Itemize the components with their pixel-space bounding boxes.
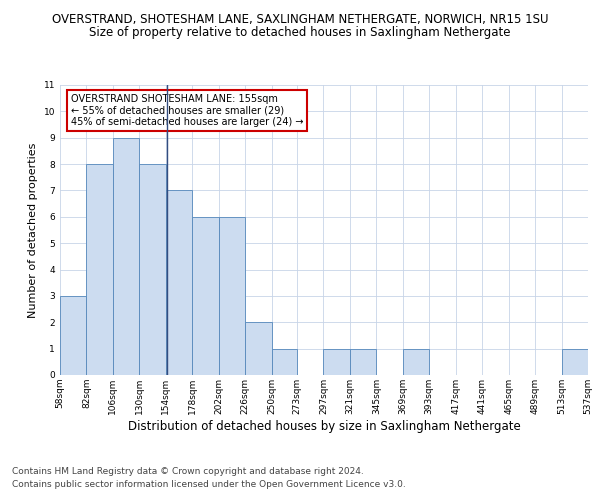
Bar xyxy=(350,348,376,375)
Text: OVERSTRAND SHOTESHAM LANE: 155sqm
← 55% of detached houses are smaller (29)
45% : OVERSTRAND SHOTESHAM LANE: 155sqm ← 55% … xyxy=(71,94,303,127)
Bar xyxy=(86,164,113,375)
Text: OVERSTRAND, SHOTESHAM LANE, SAXLINGHAM NETHERGATE, NORWICH, NR15 1SU: OVERSTRAND, SHOTESHAM LANE, SAXLINGHAM N… xyxy=(52,12,548,26)
Bar xyxy=(139,164,166,375)
X-axis label: Distribution of detached houses by size in Saxlingham Nethergate: Distribution of detached houses by size … xyxy=(128,420,520,432)
Text: Size of property relative to detached houses in Saxlingham Nethergate: Size of property relative to detached ho… xyxy=(89,26,511,39)
Bar xyxy=(272,348,297,375)
Text: Contains HM Land Registry data © Crown copyright and database right 2024.: Contains HM Land Registry data © Crown c… xyxy=(12,467,364,476)
Bar xyxy=(245,322,272,375)
Bar xyxy=(403,348,429,375)
Bar xyxy=(113,138,139,375)
Bar xyxy=(562,348,588,375)
Text: Contains public sector information licensed under the Open Government Licence v3: Contains public sector information licen… xyxy=(12,480,406,489)
Y-axis label: Number of detached properties: Number of detached properties xyxy=(28,142,38,318)
Bar xyxy=(323,348,350,375)
Bar xyxy=(60,296,86,375)
Bar xyxy=(219,217,245,375)
Bar xyxy=(192,217,219,375)
Bar xyxy=(166,190,192,375)
